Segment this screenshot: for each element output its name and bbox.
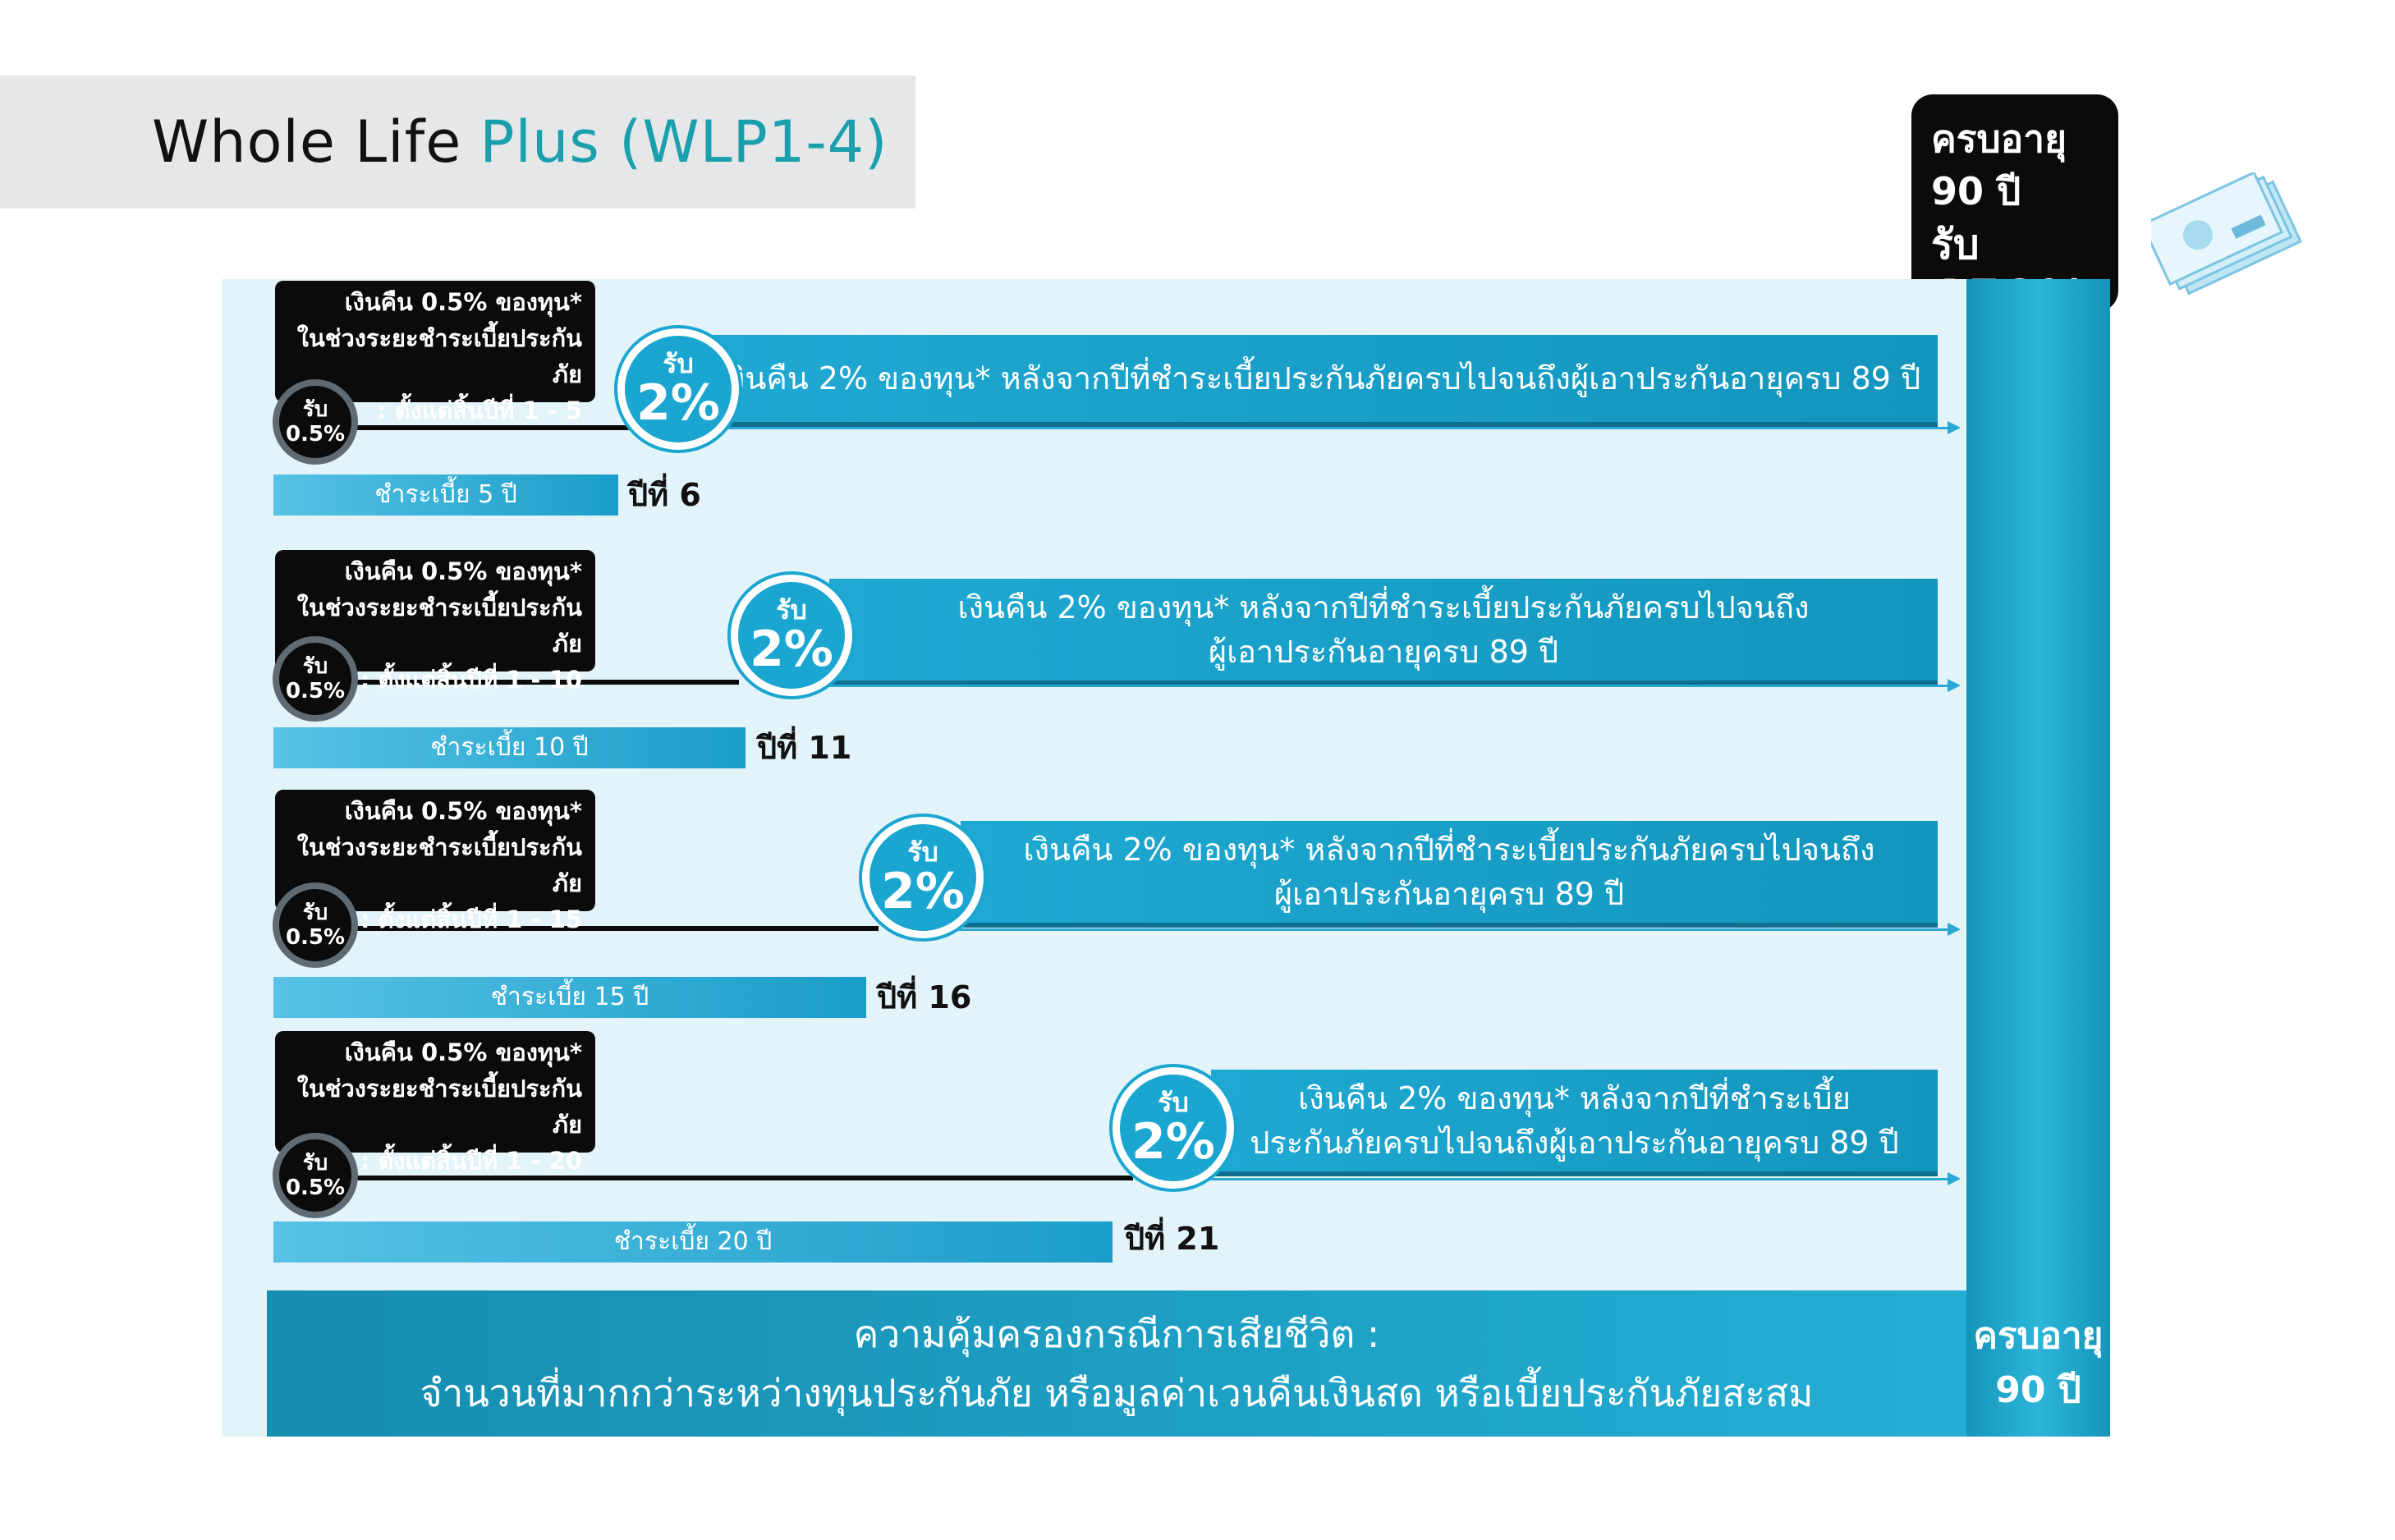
refund-2-circle: รับ 2% xyxy=(617,328,739,450)
refund-banner: เงินคืน 2% ของทุน* หลังจากปีที่ชำระเบี้ย… xyxy=(702,335,1938,427)
badge-line-2-prefix: รับ xyxy=(1931,221,1980,268)
year-label: ปีที่ 16 xyxy=(877,979,972,1015)
coverage-line-1: ความคุ้มครองกรณีการเสียชีวิต : xyxy=(853,1312,1380,1356)
big-circle-top: รับ xyxy=(663,348,694,379)
box-line: เงินคืน 0.5% ของทุน* xyxy=(344,797,582,825)
title-plan: Plus (WLP1-4) xyxy=(479,108,888,176)
timeline-arrow xyxy=(952,928,1950,931)
box-line: ในช่วงระยะชำระเบี้ยประกันภัย xyxy=(296,594,582,658)
arrow-head xyxy=(1948,1172,1961,1185)
page-title: Whole Life Plus (WLP1-4) xyxy=(0,76,915,209)
maturity-age-label: ครบอายุ 90 ปี xyxy=(1966,1309,2110,1424)
box-line: : ตั้งแต่สิ้นปีที่ 1 - 5 xyxy=(377,396,582,424)
big-circle-value: 2% xyxy=(636,374,720,432)
big-circle-top: รับ xyxy=(1158,1087,1189,1118)
big-circle-value: 2% xyxy=(881,863,965,920)
big-circle-value: 2% xyxy=(1131,1113,1215,1171)
banner-line: เงินคืน 2% ของทุน* หลังจากปีที่ชำระเบี้ย… xyxy=(957,589,1810,626)
timeline-line xyxy=(312,425,640,430)
box-line: : ตั้งแต่สิ้นปีที่ 1 - 20 xyxy=(360,1147,582,1175)
refund-0-5-circle: รับ 0.5% xyxy=(273,379,358,465)
death-coverage-band: ความคุ้มครองกรณีการเสียชีวิต : จำนวนที่ม… xyxy=(267,1290,1966,1437)
year-label: ปีที่ 21 xyxy=(1125,1221,1220,1257)
maturity-line-1: ครบอายุ xyxy=(1973,1315,2104,1357)
year-label: ปีที่ 11 xyxy=(757,730,852,766)
title-product: Whole Life xyxy=(152,108,462,176)
banner-line: ประกันภัยครบไปจนถึงผู้เอาประกันอายุครบ 8… xyxy=(1250,1125,1899,1161)
arrow-head xyxy=(1948,421,1961,434)
timeline-line xyxy=(312,680,739,685)
refund-info-box: เงินคืน 0.5% ของทุน* ในช่วงระยะชำระเบี้ย… xyxy=(275,1031,595,1175)
box-line: ในช่วงระยะชำระเบี้ยประกันภัย xyxy=(296,1075,582,1139)
arrow-head xyxy=(1948,679,1961,692)
refund-2-circle: รับ 2% xyxy=(1113,1067,1234,1189)
badge-line-1: ครบอายุ 90 ปี xyxy=(1931,117,2067,213)
big-circle-top: รับ xyxy=(776,594,807,626)
box-line: : ตั้งแต่สิ้นปีที่ 1 - 10 xyxy=(360,666,582,694)
banner-line: ผู้เอาประกันอายุครบ 89 ปี xyxy=(1273,876,1625,912)
refund-banner: เงินคืน 2% ของทุน* หลังจากปีที่ชำระเบี้ย… xyxy=(961,821,1938,928)
box-line: : ตั้งแต่สิ้นปีที่ 1 - 15 xyxy=(360,905,582,933)
coverage-line-2: จำนวนที่มากกว่าระหว่างทุนประกันภัย หรือม… xyxy=(420,1371,1814,1415)
timeline-arrow xyxy=(1203,1178,1950,1180)
timeline-arrow xyxy=(821,685,1950,687)
banner-line: เงินคืน 2% ของทุน* หลังจากปีที่ชำระเบี้ย… xyxy=(718,360,1921,396)
refund-info-box: เงินคืน 0.5% ของทุน* ในช่วงระยะชำระเบี้ย… xyxy=(275,550,595,694)
maturity-column xyxy=(1966,279,2110,1437)
refund-0-5-circle: รับ 0.5% xyxy=(273,882,358,968)
small-circle-top: รับ xyxy=(302,1151,328,1176)
box-line: เงินคืน 0.5% ของทุน* xyxy=(344,557,582,585)
small-circle-top: รับ xyxy=(302,397,328,422)
refund-banner: เงินคืน 2% ของทุน* หลังจากปีที่ชำระเบี้ย… xyxy=(829,579,1938,685)
box-line: เงินคืน 0.5% ของทุน* xyxy=(344,288,582,316)
small-circle-top: รับ xyxy=(302,901,328,925)
small-circle-value: 0.5% xyxy=(285,1176,346,1200)
big-circle-top: รับ xyxy=(907,836,938,868)
refund-0-5-circle: รับ 0.5% xyxy=(273,636,358,722)
year-label: ปีที่ 6 xyxy=(628,477,701,513)
payment-period-bar: ชำระเบี้ย 10 ปี xyxy=(273,727,746,768)
banner-line: ผู้เอาประกันอายุครบ 89 ปี xyxy=(1208,634,1559,670)
banner-line: เงินคืน 2% ของทุน* หลังจากปีที่ชำระเบี้ย xyxy=(1298,1080,1851,1116)
refund-banner: เงินคืน 2% ของทุน* หลังจากปีที่ชำระเบี้ย… xyxy=(1211,1070,1938,1176)
small-circle-value: 0.5% xyxy=(285,679,346,704)
big-circle-value: 2% xyxy=(750,621,833,678)
timeline-line xyxy=(312,926,879,931)
box-line: เงินคืน 0.5% ของทุน* xyxy=(344,1038,582,1066)
maturity-line-2: 90 ปี xyxy=(1995,1369,2081,1411)
payment-period-bar: ชำระเบี้ย 15 ปี xyxy=(273,977,866,1018)
arrow-head xyxy=(1948,923,1961,936)
refund-0-5-circle: รับ 0.5% xyxy=(273,1133,358,1218)
small-circle-value: 0.5% xyxy=(285,925,346,950)
timeline-arrow xyxy=(694,427,1950,429)
payment-period-bar: ชำระเบี้ย 5 ปี xyxy=(273,474,618,516)
box-line: ในช่วงระยะชำระเบี้ยประกันภัย xyxy=(296,833,582,897)
payment-period-bar: ชำระเบี้ย 20 ปี xyxy=(273,1221,1113,1263)
refund-2-circle: รับ 2% xyxy=(731,575,852,696)
box-line: ในช่วงระยะชำระเบี้ยประกันภัย xyxy=(296,324,582,388)
small-circle-top: รับ xyxy=(302,654,328,679)
money-bills-icon xyxy=(2151,172,2302,296)
refund-2-circle: รับ 2% xyxy=(862,817,984,938)
banner-line: เงินคืน 2% ของทุน* หลังจากปีที่ชำระเบี้ย… xyxy=(1023,832,1875,868)
small-circle-value: 0.5% xyxy=(285,422,346,447)
timeline-line xyxy=(312,1176,1133,1180)
